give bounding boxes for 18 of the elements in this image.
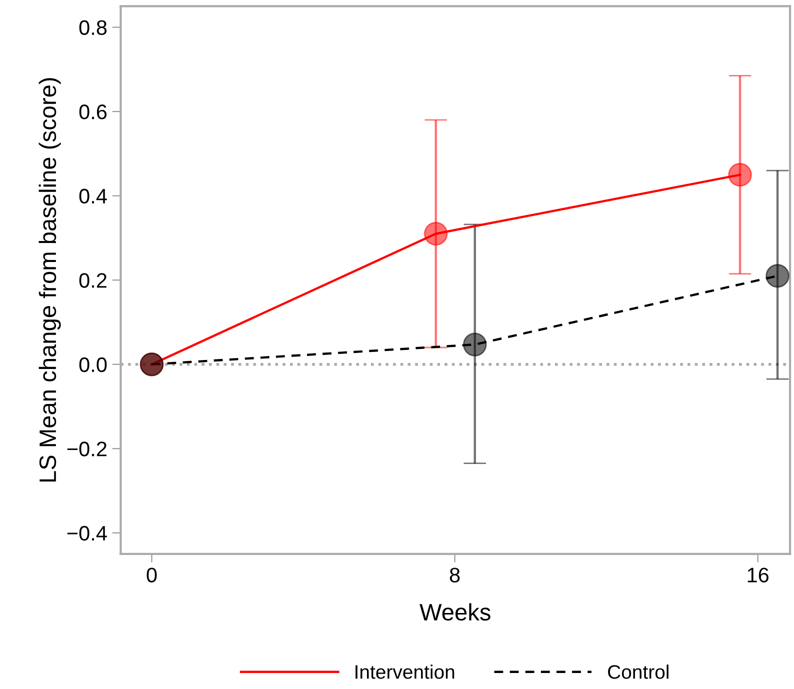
y-tick-label: 0.2 (79, 273, 106, 288)
legend-label: Intervention (356, 664, 454, 679)
legend-label: Control (608, 664, 668, 679)
y-tick-label: 0.6 (79, 104, 107, 120)
point (766, 264, 790, 288)
x-tick-label: 16 (748, 568, 769, 582)
x-tick-label: 8 (450, 568, 460, 582)
y-tick-label: 0.0 (79, 357, 107, 372)
x-axis-title: Weeks (420, 603, 490, 621)
point (728, 162, 752, 187)
y-tick-label: −0.2 (67, 442, 106, 456)
y-tick-label: 0.8 (79, 20, 107, 36)
point (424, 222, 448, 246)
y-tick-label: −0.4 (67, 526, 107, 541)
point (462, 332, 487, 356)
x-tick-label: 0 (146, 568, 157, 582)
y-axis-title: LS Mean change from baseline (score) (38, 78, 61, 482)
y-tick-label: 0.4 (79, 188, 107, 204)
